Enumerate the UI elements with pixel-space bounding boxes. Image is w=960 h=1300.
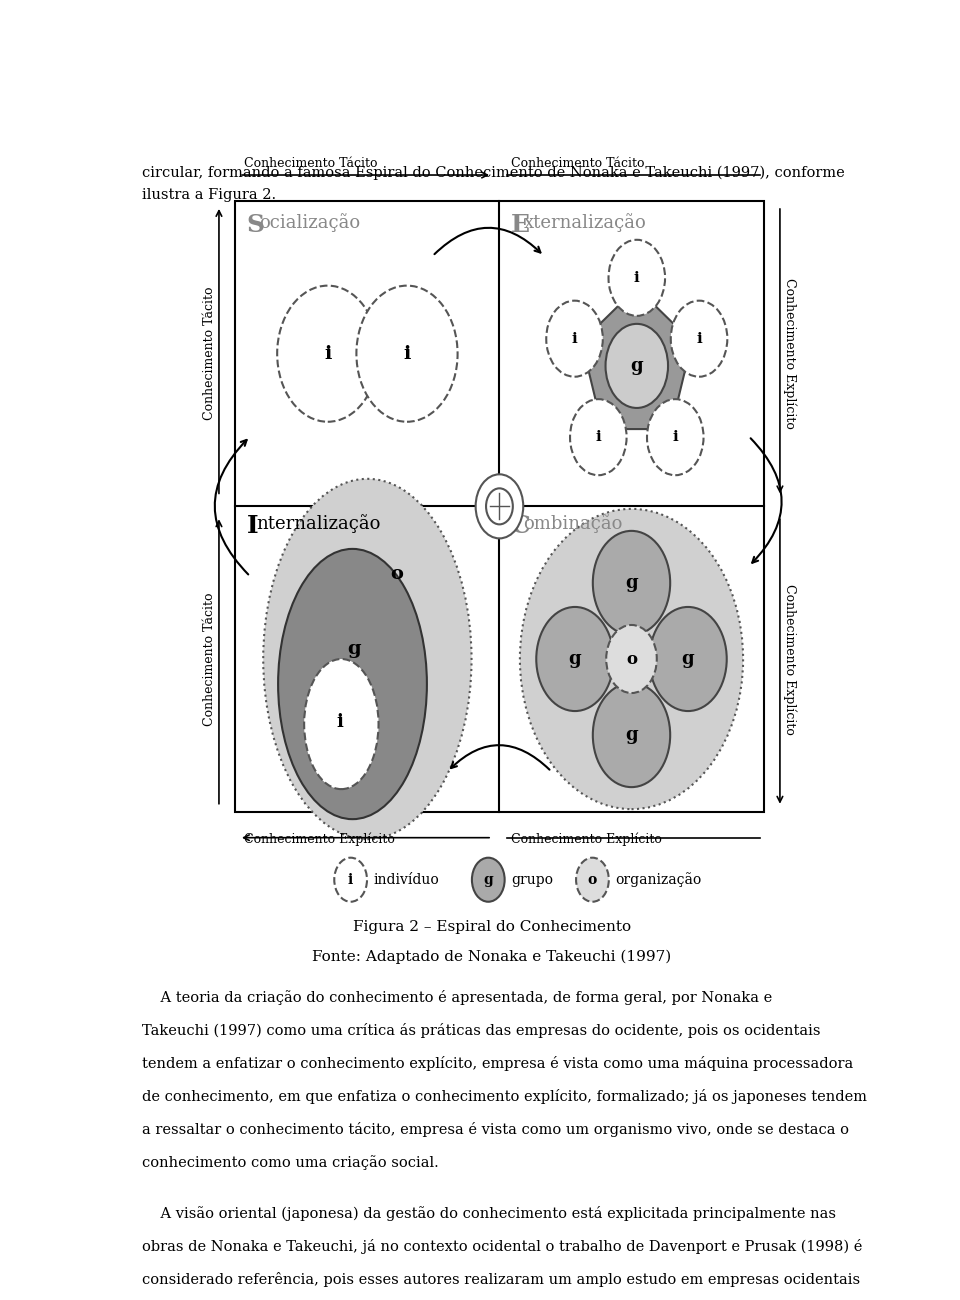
Text: Conhecimento Explícito: Conhecimento Explícito <box>511 833 661 846</box>
Text: considerado referência, pois esses autores realizaram um amplo estudo em empresa: considerado referência, pois esses autor… <box>142 1273 860 1287</box>
Text: de conhecimento, em que enfatiza o conhecimento explícito, formalizado; já os ja: de conhecimento, em que enfatiza o conhe… <box>142 1089 867 1104</box>
Text: Conhecimento Tácito: Conhecimento Tácito <box>511 157 644 170</box>
Text: grupo: grupo <box>512 872 553 887</box>
Text: organização: organização <box>615 872 702 887</box>
Circle shape <box>356 286 458 421</box>
Circle shape <box>277 286 378 421</box>
Circle shape <box>649 607 727 711</box>
Circle shape <box>520 508 743 809</box>
Text: Conhecimento Explícito: Conhecimento Explícito <box>244 833 396 846</box>
Text: C: C <box>511 515 531 538</box>
Text: S: S <box>247 213 265 237</box>
Text: i: i <box>336 714 344 731</box>
Circle shape <box>486 489 513 524</box>
Circle shape <box>647 399 704 476</box>
Ellipse shape <box>263 478 471 840</box>
Text: i: i <box>348 872 353 887</box>
Text: A visão oriental (japonesa) da gestão do conhecimento está explicitada principal: A visão oriental (japonesa) da gestão do… <box>142 1206 836 1221</box>
Text: o: o <box>626 650 637 667</box>
Text: ombinação: ombinação <box>523 515 623 533</box>
Ellipse shape <box>304 659 378 789</box>
Text: g: g <box>568 650 581 668</box>
Text: g: g <box>484 872 493 887</box>
Text: ilustra a Figura 2.: ilustra a Figura 2. <box>142 188 276 202</box>
Text: a ressaltar o conhecimento tácito, empresa é vista como um organismo vivo, onde : a ressaltar o conhecimento tácito, empre… <box>142 1122 850 1138</box>
Text: A teoria da criação do conhecimento é apresentada, de forma geral, por Nonaka e: A teoria da criação do conhecimento é ap… <box>142 989 773 1005</box>
Text: Figura 2 – Espiral do Conhecimento: Figura 2 – Espiral do Conhecimento <box>353 920 631 933</box>
Text: o: o <box>391 566 403 582</box>
Circle shape <box>606 324 668 408</box>
Text: E: E <box>511 213 530 237</box>
Circle shape <box>537 607 613 711</box>
Text: i: i <box>672 430 678 445</box>
Circle shape <box>334 858 367 902</box>
Text: g: g <box>682 650 694 668</box>
Text: Conhecimento Explícito: Conhecimento Explícito <box>782 584 797 734</box>
Ellipse shape <box>278 549 427 819</box>
Circle shape <box>576 858 609 902</box>
Text: Conhecimento Explícito: Conhecimento Explícito <box>782 278 797 429</box>
Text: Takeuchi (1997) como uma crítica ás práticas das empresas do ocidente, pois os o: Takeuchi (1997) como uma crítica ás prát… <box>142 1023 821 1037</box>
Circle shape <box>570 399 627 476</box>
Circle shape <box>671 300 728 377</box>
Text: circular, formando a famosa Espiral do Conhecimento de Nonaka e Takeuchi (1997),: circular, formando a famosa Espiral do C… <box>142 166 845 181</box>
Polygon shape <box>582 287 692 429</box>
Text: indivíduo: indivíduo <box>373 872 440 887</box>
Circle shape <box>546 300 603 377</box>
Text: Conhecimento Tácito: Conhecimento Tácito <box>244 157 377 170</box>
Circle shape <box>606 625 657 693</box>
Text: Fonte: Adaptado de Nonaka e Takeuchi (1997): Fonte: Adaptado de Nonaka e Takeuchi (19… <box>312 950 672 965</box>
Text: i: i <box>324 344 331 363</box>
Text: conhecimento como uma criação social.: conhecimento como uma criação social. <box>142 1154 439 1170</box>
Circle shape <box>593 530 670 634</box>
Text: nternalização: nternalização <box>256 515 380 533</box>
Text: g: g <box>625 573 637 592</box>
Text: o: o <box>588 872 597 887</box>
Text: g: g <box>631 358 643 374</box>
Bar <box>235 202 763 811</box>
Text: i: i <box>403 344 411 363</box>
Text: Conhecimento Tácito: Conhecimento Tácito <box>203 287 216 420</box>
Text: Conhecimento Tácito: Conhecimento Tácito <box>203 593 216 725</box>
Circle shape <box>609 239 665 316</box>
Circle shape <box>593 682 670 786</box>
Text: tendem a enfatizar o conhecimento explícito, empresa é vista como uma máquina pr: tendem a enfatizar o conhecimento explíc… <box>142 1056 853 1071</box>
Text: xternalização: xternalização <box>524 213 647 231</box>
Text: ocialização: ocialização <box>259 213 360 231</box>
Circle shape <box>475 474 523 538</box>
Text: i: i <box>634 270 639 285</box>
Text: i: i <box>696 332 702 346</box>
Text: i: i <box>595 430 601 445</box>
Text: obras de Nonaka e Takeuchi, já no contexto ocidental o trabalho de Davenport e P: obras de Nonaka e Takeuchi, já no contex… <box>142 1239 863 1254</box>
Text: g: g <box>348 640 361 658</box>
Text: I: I <box>247 515 258 538</box>
Circle shape <box>472 858 505 902</box>
Text: i: i <box>571 332 577 346</box>
Text: g: g <box>625 727 637 744</box>
